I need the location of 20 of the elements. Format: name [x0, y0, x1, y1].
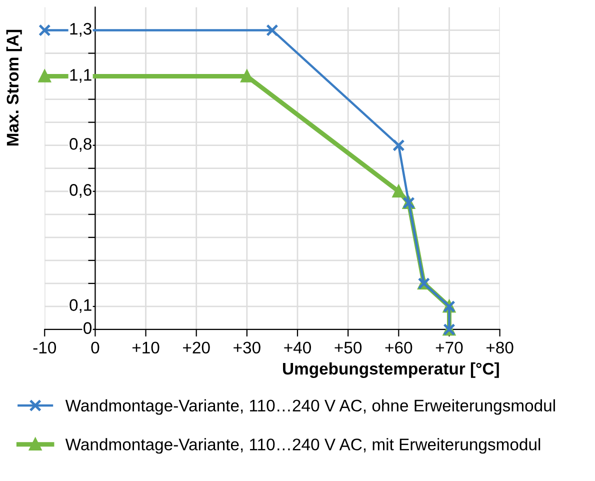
legend-label: Wandmontage-Variante, 110…240 V AC, mit Erweiterungsmodul [65, 438, 540, 454]
y-tick-label: 0,8 [70, 138, 92, 152]
x-tick-label: 0 [91, 342, 100, 354]
y-axis-title: Max. Strom [A] [6, 30, 22, 146]
x-tick-label: +50 [334, 342, 362, 354]
y-tick-label: 1,3 [70, 22, 92, 37]
y-tick-label: 0 [84, 322, 92, 334]
x-tick-label: +30 [234, 342, 260, 354]
x-axis-title: Umgebungstemperatur [°C] [283, 362, 499, 378]
x-tick-label: +40 [284, 342, 311, 354]
y-tick-label: 1,1 [70, 69, 92, 83]
y-tick-label: 0,1 [70, 299, 92, 313]
y-tick-label: 0,6 [70, 184, 92, 198]
x-tick-label: -10 [33, 342, 56, 354]
x-tick-label: +60 [385, 342, 412, 354]
x-tick-label: +80 [486, 342, 514, 354]
x-tick-label: +20 [183, 342, 210, 354]
x-tick-label: +10 [132, 342, 160, 354]
x-tick-label: +70 [436, 342, 463, 354]
legend-label: Wandmontage-Variante, 110…240 V AC, ohne Erweiterungsmodul [65, 399, 555, 415]
